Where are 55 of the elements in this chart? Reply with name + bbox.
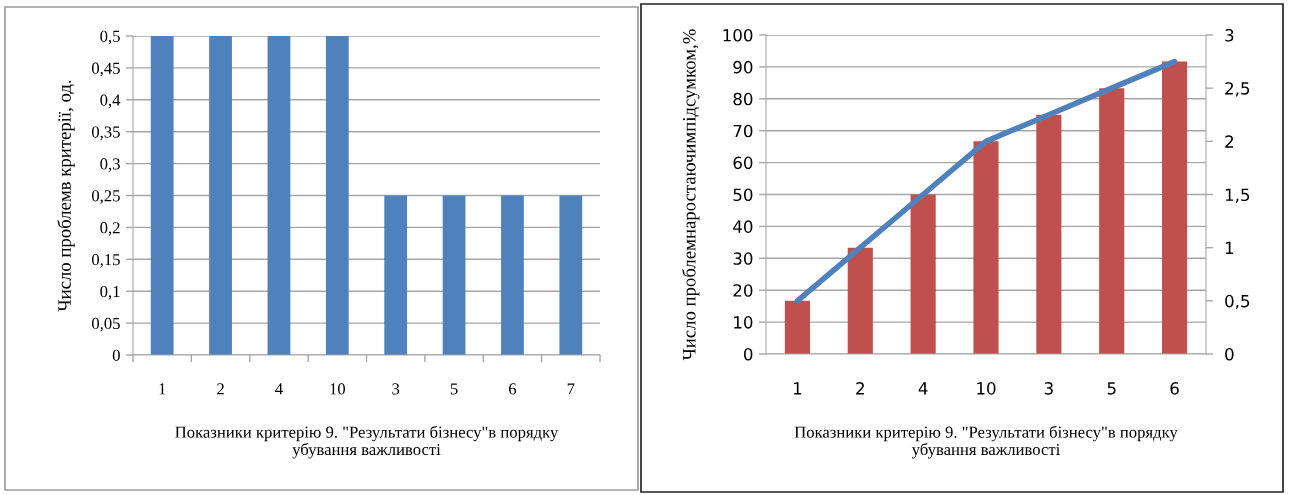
x-tick-label: 6 [508, 383, 517, 395]
x-tick-label: 10 [330, 383, 346, 395]
y-tick-label: 80 [733, 92, 753, 106]
y-tick-label: 70 [733, 124, 753, 138]
y-tick-label: 0,1 [100, 285, 120, 300]
y-tick-label: 0,5 [100, 30, 120, 45]
y-tick-label: 20 [733, 284, 753, 297]
y-tick-label: 30 [733, 252, 753, 265]
bar [1099, 88, 1125, 354]
y-tick-label: 0 [743, 347, 753, 361]
y-tick-label: 0,3 [100, 158, 120, 172]
x-axis-title: Показники критерію 9. "Результати бізнесу"в порядку убування важливості [794, 425, 1178, 459]
y-tick-label: 50 [733, 188, 753, 202]
y-tick-label: 10 [734, 316, 753, 329]
x-tick-label: 5 [1107, 382, 1116, 395]
bar [973, 141, 999, 354]
y-axis-title: Число проблемв критерії, од. [57, 80, 75, 312]
y2-tick-label: 2 [1225, 135, 1233, 148]
y-tick-label: 100 [723, 28, 753, 42]
bar [847, 247, 873, 354]
y2-tick-label: 0,5 [1225, 294, 1250, 310]
x-axis-title: Показники критерію 9. "Результати бізнесу"в порядку убування важливості [175, 425, 559, 459]
y-tick-label: 90 [733, 60, 753, 74]
y-tick-label: 0,35 [91, 126, 120, 141]
y-tick-label: 0,05 [91, 317, 120, 332]
bar [1162, 61, 1188, 354]
bar [1036, 114, 1062, 354]
y-tick-label: 0,25 [91, 190, 120, 204]
x-tick-label: 6 [1170, 382, 1179, 395]
x-tick-label: 1 [793, 382, 802, 395]
x-tick-label: 3 [392, 383, 400, 395]
y2-tick-label: 3 [1225, 28, 1234, 42]
y2-tick-label: 0 [1225, 347, 1234, 361]
y-tick-label: 0,4 [100, 94, 121, 109]
x-tick-label: 4 [275, 383, 283, 395]
y-tick-label: 0,15 [91, 254, 120, 268]
x-tick-label: 2 [856, 382, 864, 395]
x-tick-label: 5 [450, 383, 458, 395]
bar [784, 300, 810, 354]
y-tick-label: 0 [112, 349, 120, 361]
bar [910, 194, 936, 354]
x-tick-label: 7 [567, 383, 575, 395]
x-tick-label: 2 [217, 383, 224, 395]
y-tick-label: 40 [733, 220, 753, 233]
y2-tick-label: 1,5 [1225, 188, 1250, 203]
x-tick-label: 3 [1044, 382, 1053, 395]
x-tick-label: 1 [159, 383, 166, 395]
x-tick-label: 4 [918, 382, 928, 395]
x-tick-label: 10 [977, 382, 996, 395]
y-tick-label: 60 [733, 156, 753, 170]
y-tick-label: 0,2 [100, 222, 120, 236]
y-axis-title: Число проблемнаростаючимпідсумком,% [682, 29, 700, 361]
y-tick-label: 0,45 [91, 62, 120, 77]
y2-tick-label: 2,5 [1225, 82, 1250, 97]
y2-tick-label: 1 [1225, 241, 1234, 254]
